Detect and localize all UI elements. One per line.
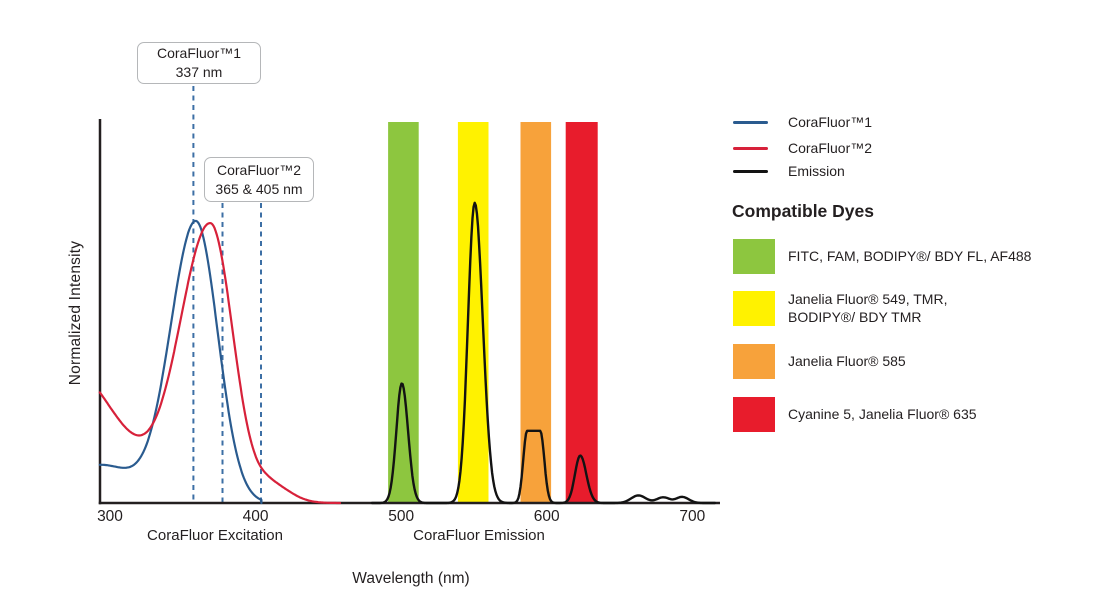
corafluor2-excitation-curve xyxy=(98,222,342,505)
x-tick-label-400: 400 xyxy=(243,508,269,525)
x-axis-title: Wavelength (nm) xyxy=(352,570,470,587)
dye-label-green: FITC, FAM, BODIPY®/ BDY FL, AF488 xyxy=(788,248,1031,266)
band-fitc-green xyxy=(388,122,419,503)
legend-item-corafluor1: CoraFluor™1 xyxy=(733,114,872,130)
dye-item-red: Cyanine 5, Janelia Fluor® 635 xyxy=(733,397,977,432)
x-axis-section-label-emission: CoraFluor Emission xyxy=(413,527,545,544)
callout-corafluor2-title: CoraFluor™2 xyxy=(216,161,302,178)
callout-corafluor2-value: 365 & 405 nm xyxy=(215,180,303,197)
corafluor1-excitation-curve xyxy=(98,219,263,505)
dye-label-green-line1: FITC, FAM, BODIPY®/ BDY FL, AF488 xyxy=(788,247,1032,264)
corafluor2-line-swatch xyxy=(733,146,768,150)
corafluor1-line-swatch xyxy=(733,120,768,124)
legend-item-emission: Emission xyxy=(733,163,845,179)
legend-item-corafluor2: CoraFluor™2 xyxy=(733,140,872,156)
dye-swatch-orange xyxy=(733,344,775,379)
dye-label-yellow-line1: Janelia Fluor® 549, TMR, xyxy=(788,291,948,307)
compatible-dyes-heading: Compatible Dyes xyxy=(732,201,874,221)
dye-label-red-line1: Cyanine 5, Janelia Fluor® 635 xyxy=(788,405,977,422)
dye-item-orange: Janelia Fluor® 585 xyxy=(733,344,906,379)
legend-label-corafluor2: CoraFluor™2 xyxy=(788,140,873,156)
dye-label-orange: Janelia Fluor® 585 xyxy=(788,353,906,371)
x-tick-label-600: 600 xyxy=(534,508,560,525)
x-tick-label-700: 700 xyxy=(679,508,705,525)
emission-curve xyxy=(370,201,717,505)
dye-swatch-yellow xyxy=(733,291,775,326)
legend-label-emission: Emission xyxy=(788,163,845,179)
legend-label-corafluor1: CoraFluor™1 xyxy=(788,114,873,130)
callout-corafluor1-excitation-max: CoraFluor™1 337 nm xyxy=(137,42,261,84)
dye-swatch-red xyxy=(733,397,775,432)
x-tick-label-500: 500 xyxy=(388,508,414,525)
dye-label-orange-line1: Janelia Fluor® 585 xyxy=(788,352,906,369)
dye-item-yellow: Janelia Fluor® 549, TMR, BODIPY®/ BDY TM… xyxy=(733,291,947,326)
dye-item-green: FITC, FAM, BODIPY®/ BDY FL, AF488 xyxy=(733,239,1031,274)
dye-label-yellow: Janelia Fluor® 549, TMR, BODIPY®/ BDY TM… xyxy=(788,291,947,326)
callout-corafluor1-title: CoraFluor™1 xyxy=(156,45,242,62)
x-tick-label-300: 300 xyxy=(97,508,123,525)
callout-corafluor1-value: 337 nm xyxy=(175,64,223,80)
dye-label-yellow-line2: BODIPY®/ BDY TMR xyxy=(788,308,922,325)
y-axis-title: Normalized Intensity xyxy=(67,240,84,386)
dye-swatch-green xyxy=(733,239,775,274)
callout-corafluor2-excitation-max: CoraFluor™2 365 & 405 nm xyxy=(204,157,314,202)
emission-line-swatch xyxy=(733,169,768,173)
band-cy5-red xyxy=(565,122,598,503)
x-axis-section-label-excitation: CoraFluor Excitation xyxy=(147,527,283,544)
dye-label-red: Cyanine 5, Janelia Fluor® 635 xyxy=(788,406,977,424)
